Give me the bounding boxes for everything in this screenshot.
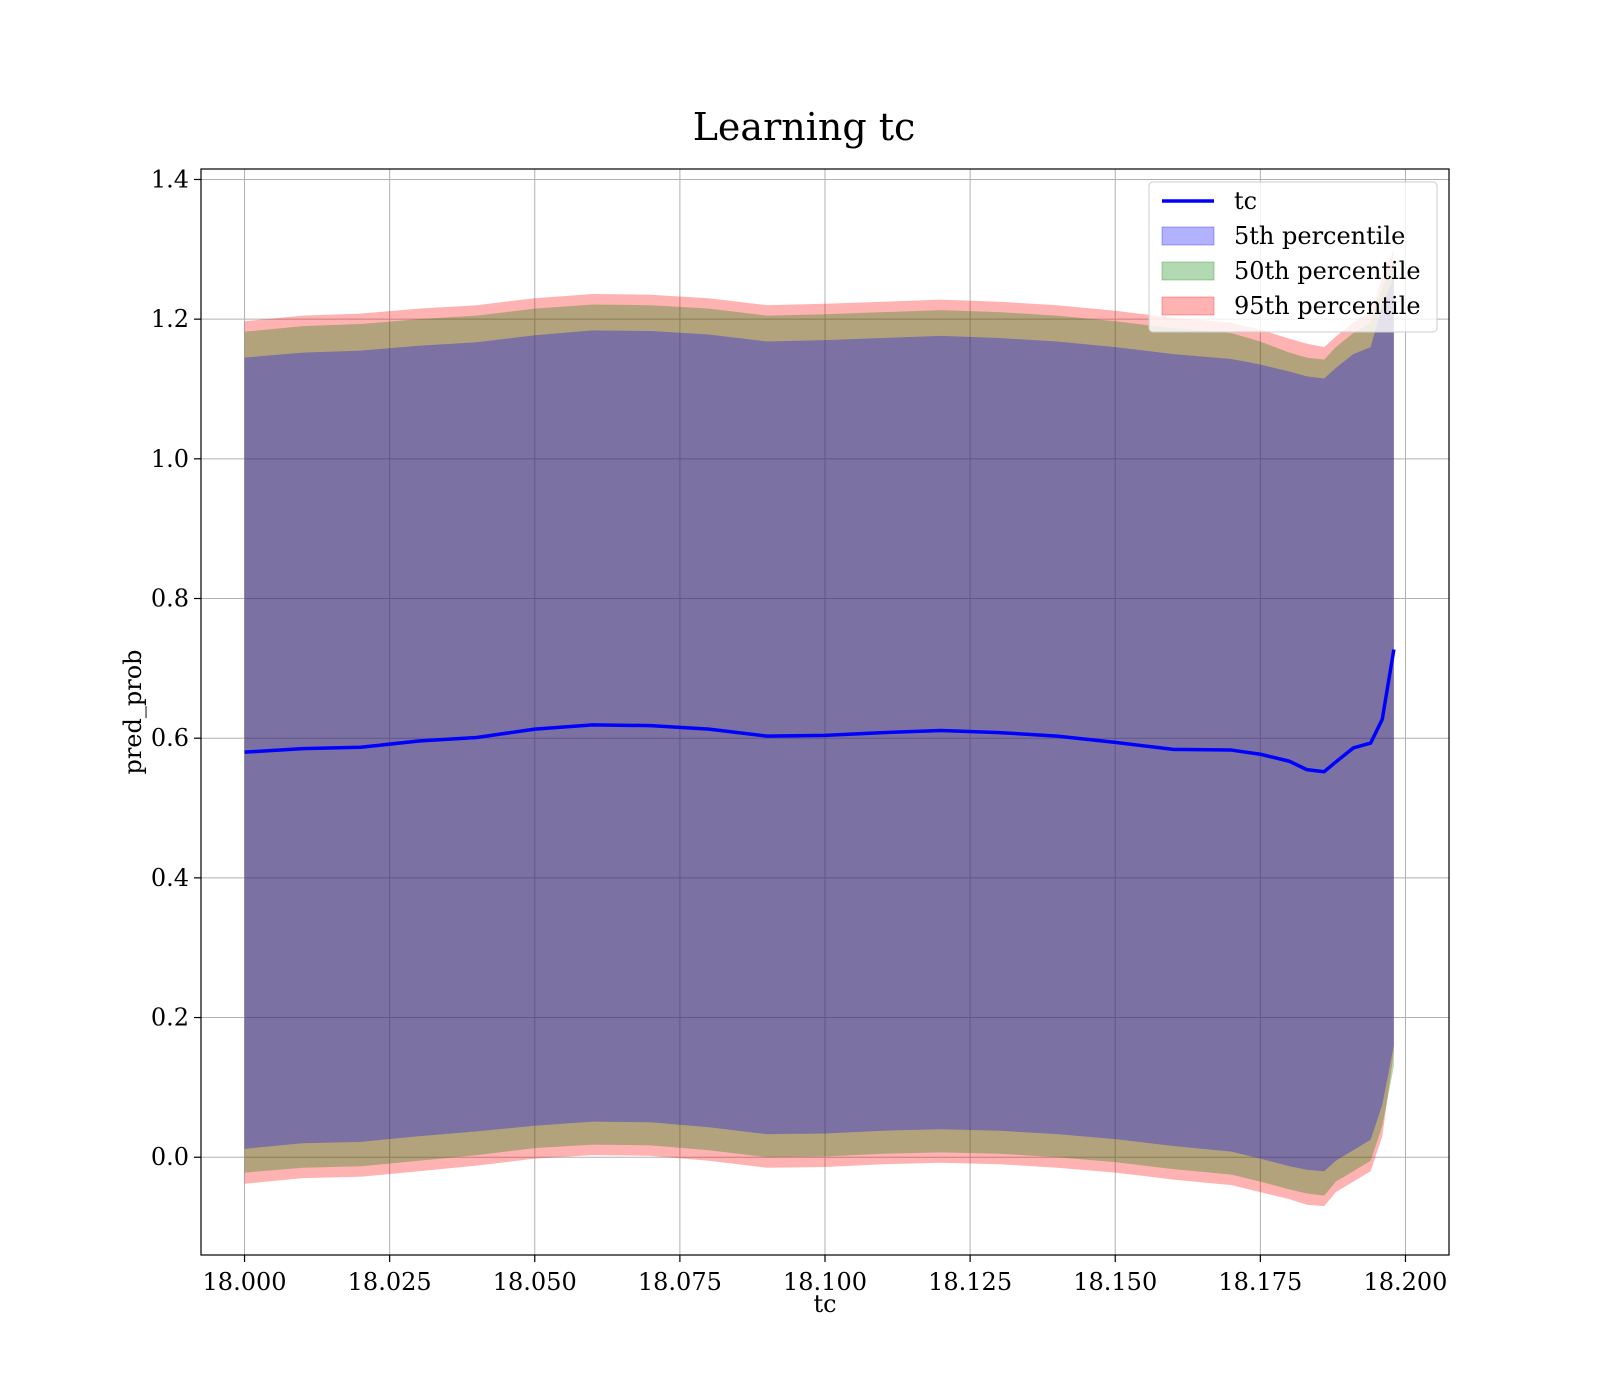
y-tick-label: 0.4 [151,864,189,892]
legend-swatch-50th-percentile [1161,261,1215,281]
x-tick-label: 18.100 [783,1268,867,1296]
y-tick-label: 1.4 [151,165,189,193]
band-5th-percentile [244,277,1394,1172]
legend-label-tc: tc [1234,187,1257,215]
x-axis-label: tc [813,1290,836,1318]
legend-swatch-5th-percentile [1161,226,1215,246]
y-tick-label: 0.8 [151,585,189,613]
y-tick-label: 1.0 [151,445,189,473]
y-tick-label: 0.0 [151,1143,189,1171]
legend: tc 5th percentile 50th percentile 95th perc… [1148,181,1438,333]
x-tick-label: 18.175 [1218,1268,1302,1296]
y-tick-label: 1.2 [151,305,189,333]
series-line-tc [244,649,1396,774]
x-tick-label: 18.050 [493,1268,577,1296]
x-tick-label: 18.000 [203,1268,287,1296]
legend-label-95th-percentile: 95th percentile [1234,292,1421,320]
x-tick-label: 18.025 [348,1268,432,1296]
line-layer [244,649,1396,774]
band-layer [244,249,1394,1207]
x-tick-label: 18.075 [638,1268,722,1296]
tick-layer: 18.000 18.025 18.050 18.075 18.100 18.125 18.1… [151,165,1448,1296]
y-tick-label: 0.6 [151,724,189,752]
legend-label-50th-percentile: 50th percentile [1234,257,1421,285]
grid-layer [201,169,1449,1255]
legend-label-5th-percentile: 5th percentile [1234,222,1405,250]
legend-swatch-95th-percentile [1161,296,1215,316]
legend-box [1148,181,1438,333]
y-tick-label: 0.2 [151,1004,189,1032]
x-tick-label: 18.125 [928,1268,1012,1296]
x-tick-label: 18.150 [1073,1268,1157,1296]
x-tick-label: 18.200 [1363,1268,1447,1296]
band-95th-percentile [244,249,1394,1207]
band-50th-percentile [244,259,1394,1196]
y-axis-label: pred_prob [119,649,147,774]
chart-title: Learning tc [693,105,916,149]
